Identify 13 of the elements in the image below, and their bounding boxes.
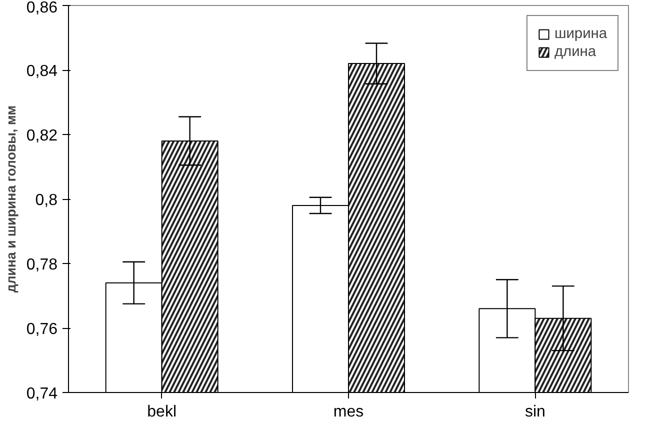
y-tick-label: 0,86	[26, 0, 58, 16]
y-tick-label: 0,78	[26, 256, 58, 274]
y-tick-label: 0,84	[26, 63, 58, 80]
legend-label: длина	[554, 44, 596, 60]
y-tick-label: 0,76	[26, 321, 58, 338]
x-tick-label: sin	[524, 404, 546, 420]
x-tick-label: mes	[333, 404, 364, 420]
legend-label: ширина	[554, 26, 607, 42]
y-tick-label: 0,8	[35, 192, 58, 209]
y-axis-title: длина и ширина головы, мм	[3, 105, 18, 293]
y-tick-label: 0,74	[26, 386, 58, 402]
x-tick-label: bekl	[147, 404, 177, 420]
y-tick-label: 0,82	[26, 128, 58, 144]
